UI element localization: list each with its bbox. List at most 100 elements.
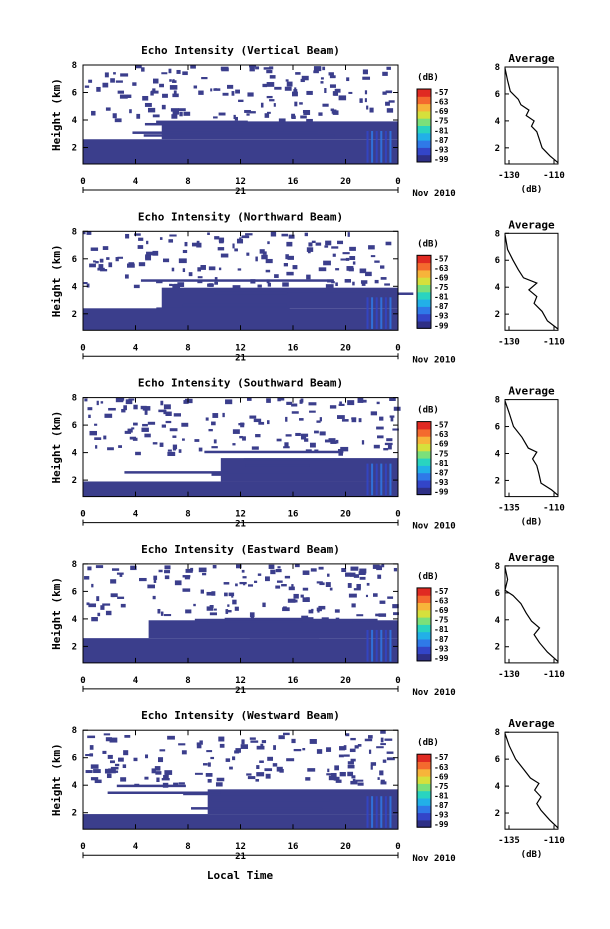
colorbar-tick-label: -81 (434, 791, 449, 800)
echo-speckle (325, 582, 331, 588)
echo-speckle (287, 255, 294, 260)
average-title: Average (508, 218, 555, 231)
echo-speckle (147, 421, 156, 425)
echo-streak (132, 131, 319, 134)
echo-speckle (386, 757, 395, 761)
echo-speckle (380, 277, 387, 280)
echo-speckle (85, 754, 93, 757)
echo-speckle (222, 92, 229, 96)
echo-speckle (247, 584, 254, 587)
echo-speckle (118, 445, 123, 448)
echo-speckle (84, 85, 90, 88)
echo-speckle (339, 401, 342, 406)
echo-streak (238, 292, 414, 295)
echo-speckle (88, 414, 91, 419)
echo-speckle (337, 415, 345, 419)
echo-speckle (225, 609, 229, 614)
colorbar-tick-label: -75 (434, 117, 449, 126)
echo-speckle (285, 416, 288, 422)
echo-speckle (178, 449, 182, 453)
echo-speckle (125, 399, 133, 405)
average-x-tick-label: -110 (543, 504, 565, 514)
echo-speckle (306, 90, 313, 95)
echo-speckle (184, 576, 190, 580)
colorbar-segment (417, 595, 431, 603)
x-tick-label: 4 (133, 343, 139, 353)
echo-speckle (91, 583, 94, 588)
echo-speckle (380, 265, 385, 269)
echo-speckle (249, 415, 257, 419)
echo-speckle (268, 564, 275, 569)
echo-speckle (293, 593, 299, 599)
echo-speckles (84, 563, 399, 623)
colorbar-segment (417, 306, 431, 315)
echo-speckle (129, 436, 136, 440)
echo-speckle (218, 237, 225, 243)
echo-speckle (258, 421, 265, 425)
echo-speckle (337, 449, 342, 453)
colorbar-segment (417, 110, 431, 119)
echo-speckle (329, 405, 337, 409)
colorbar-tick-label: -69 (434, 440, 449, 449)
echo-speckle (106, 773, 112, 779)
echo-speckle (147, 584, 156, 589)
echo-speckle (265, 576, 270, 582)
echo-speckle (184, 398, 193, 404)
echo-speckle (160, 611, 164, 616)
echo-column (375, 629, 378, 662)
echo-speckle (198, 244, 202, 247)
echo-speckle (339, 746, 346, 751)
echo-speckle (304, 438, 309, 442)
echo-speckle (231, 91, 235, 96)
echo-speckle (304, 232, 308, 237)
echo-speckle (294, 563, 300, 568)
echo-speckle (335, 439, 339, 444)
x-tick-label: 0 (80, 343, 85, 353)
y-tick-label: 4 (72, 781, 78, 791)
echo-speckle (235, 89, 240, 94)
echo-speckle (349, 246, 356, 251)
echo-speckle (307, 768, 316, 772)
average-x-tick-label: -130 (498, 171, 520, 181)
echo-speckle (329, 587, 333, 591)
echo-speckle (275, 585, 281, 589)
echo-speckle (205, 417, 209, 421)
echo-speckle (386, 108, 394, 113)
date-month: Nov 2010 (412, 189, 455, 199)
echo-speckle (107, 447, 114, 451)
echo-speckle (309, 739, 317, 744)
echo-speckle (379, 416, 384, 421)
echo-speckle (102, 603, 111, 606)
x-tick-label: 0 (395, 177, 400, 187)
echo-speckle (183, 111, 191, 116)
echo-speckle (201, 77, 208, 80)
echo-speckle (178, 258, 187, 264)
echo-speckle (90, 247, 99, 251)
echo-speckle (286, 758, 295, 762)
average-title: Average (508, 717, 555, 730)
average-y-tick-label: 6 (495, 589, 500, 599)
echo-speckle (377, 435, 384, 439)
echo-column (380, 297, 383, 329)
echo-speckle (172, 93, 179, 98)
colorbar-tick-label: -99 (434, 155, 449, 164)
colorbar-segment (417, 458, 431, 466)
echo-speckle (266, 95, 273, 99)
echo-speckle (213, 116, 218, 119)
y-tick-label: 8 (72, 560, 77, 570)
echo-speckle (319, 417, 322, 422)
echo-speckle (220, 66, 229, 71)
echo-speckle (224, 592, 228, 597)
echo-speckle (265, 258, 273, 264)
echo-speckle (278, 735, 285, 740)
colorbar-segment (417, 783, 431, 792)
colorbar-segment (417, 443, 431, 452)
colorbar-tick-label: -99 (434, 820, 449, 829)
echo-speckle (331, 246, 339, 249)
echo-speckle (244, 109, 251, 113)
echo-streak (143, 134, 335, 137)
colorbar-segment (417, 617, 431, 625)
average-y-tick-label: 6 (495, 256, 500, 266)
colorbar-segment (417, 118, 431, 126)
echo-speckle (291, 411, 299, 414)
